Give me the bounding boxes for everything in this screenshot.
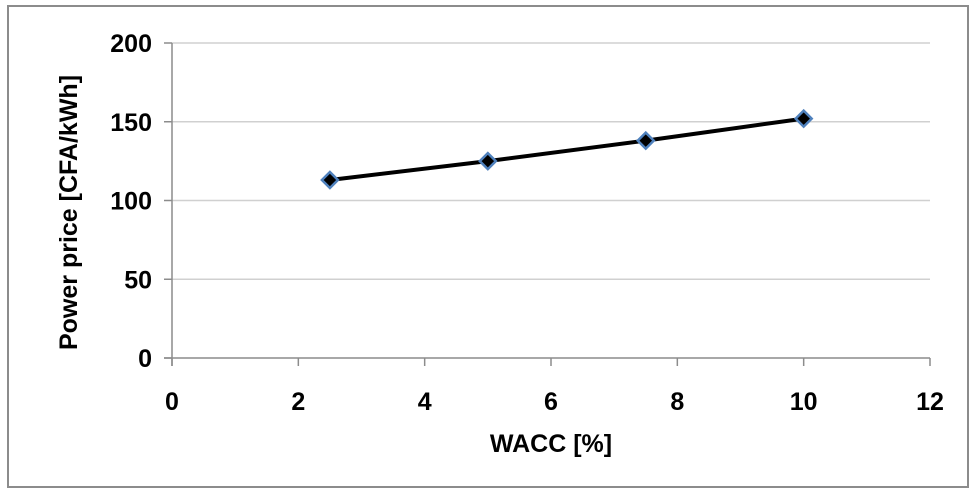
data-point [635, 130, 656, 151]
y-tick-label: 200 [110, 30, 152, 58]
data-series [320, 108, 814, 190]
x-tick-label: 8 [670, 388, 684, 416]
data-point [478, 151, 498, 171]
y-axis-title: Power price [CFA/kWh] [55, 75, 83, 350]
y-tick-label: 0 [138, 345, 152, 373]
y-tick-label: 150 [110, 109, 152, 137]
chart-frame [7, 5, 969, 488]
tick-labels: 0 50 100 150 200 0 2 4 6 8 10 12 [110, 30, 944, 416]
x-tick-label: 4 [418, 388, 432, 416]
axes [164, 42, 931, 366]
x-axis-title: WACC [%] [490, 430, 612, 458]
x-tick-label: 2 [291, 388, 305, 416]
x-tick-label: 12 [916, 388, 944, 416]
x-tick-label: 6 [544, 388, 558, 416]
y-tick-label: 100 [110, 188, 152, 216]
gridlines [172, 42, 930, 280]
x-tick-label: 0 [165, 388, 179, 416]
data-point [793, 108, 814, 129]
y-tick-label: 50 [124, 266, 152, 294]
data-point [320, 170, 340, 190]
x-tick-label: 10 [790, 388, 818, 416]
series-line [329, 116, 804, 183]
